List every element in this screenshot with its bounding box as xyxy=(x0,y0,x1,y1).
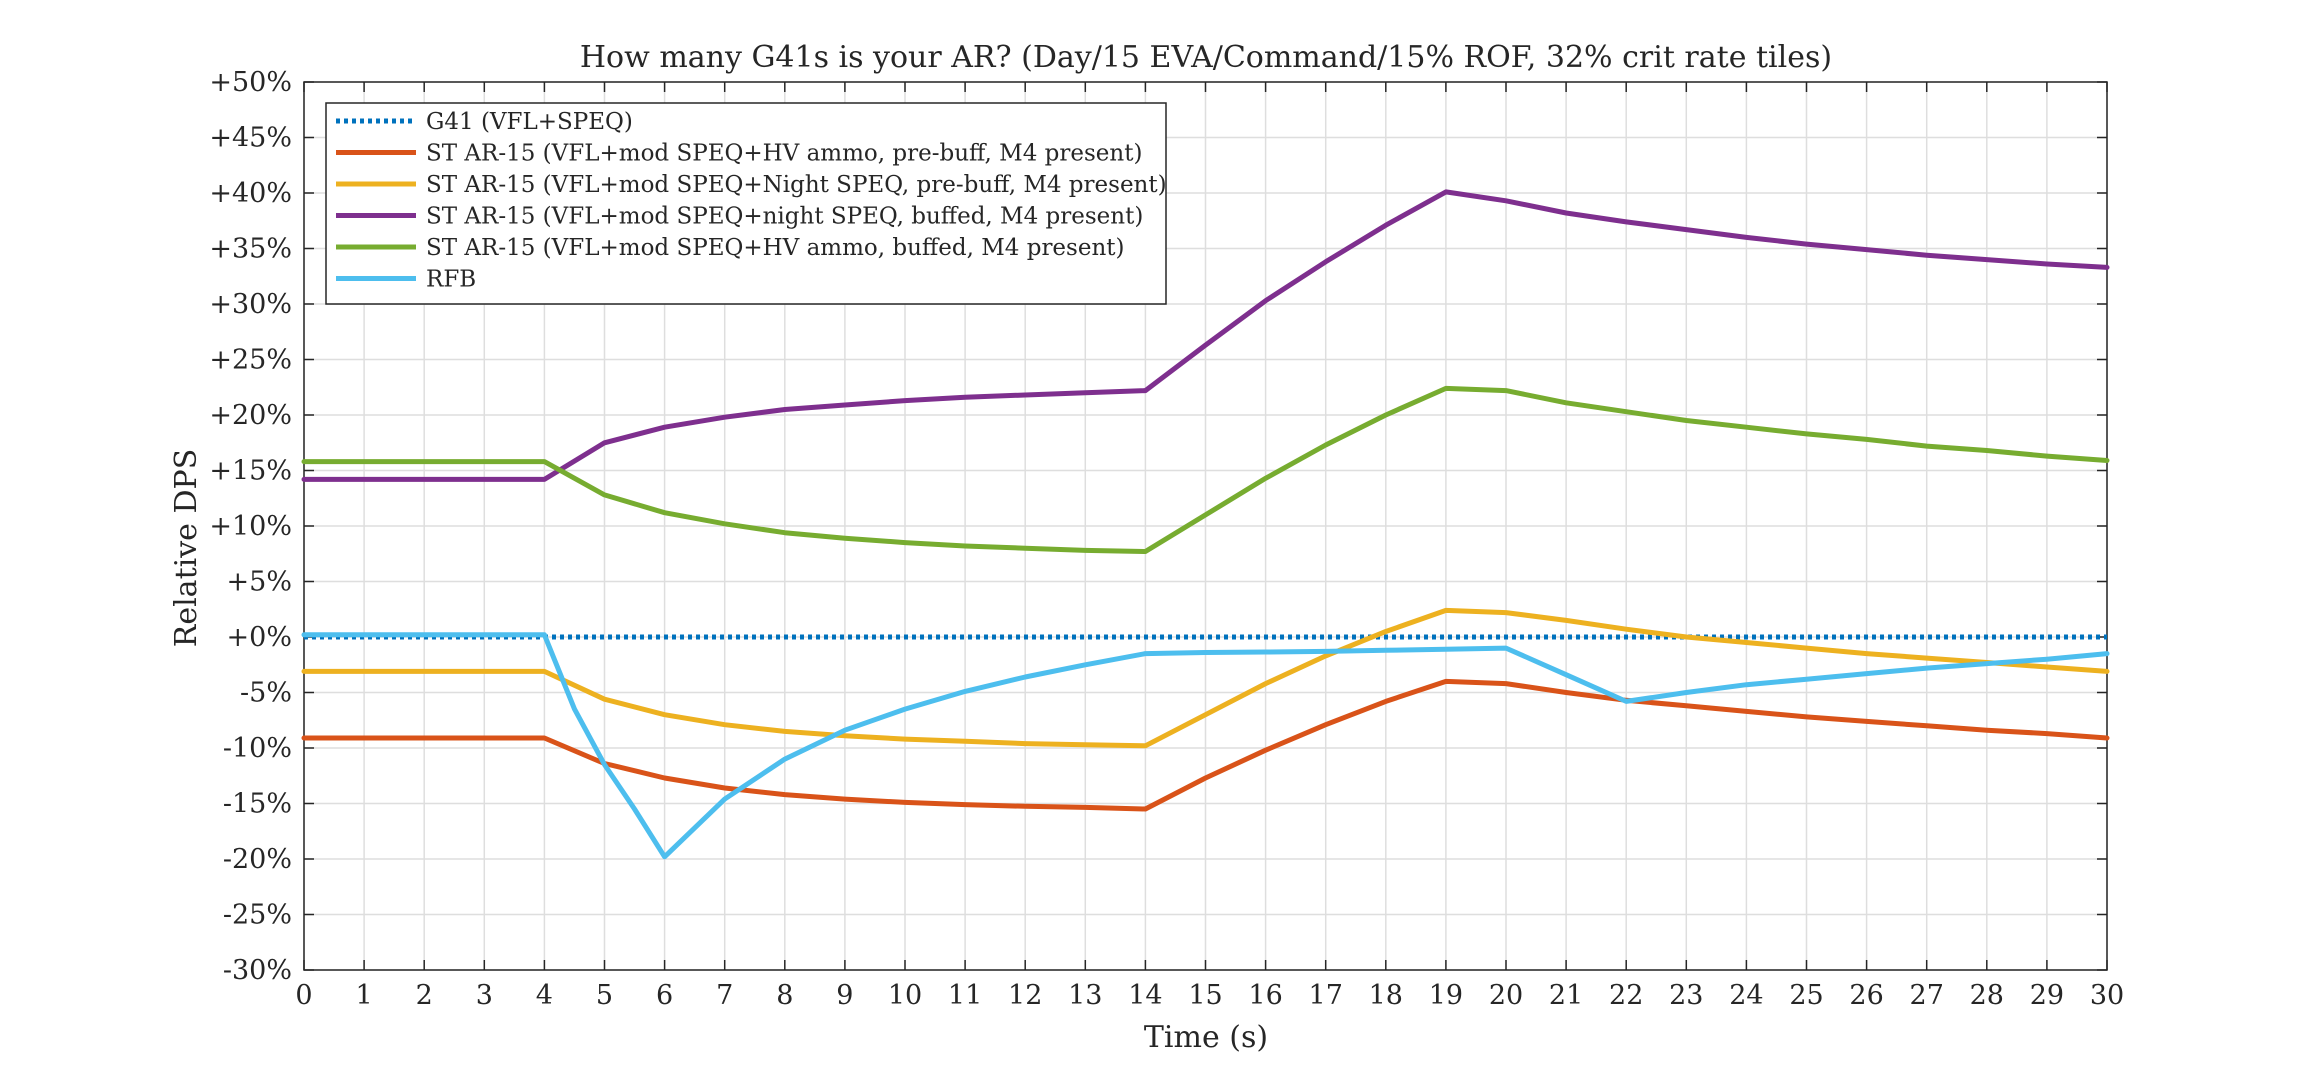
series-line-st-ar-15-vfl-mod-speq-night-speq-buffed-m4-present xyxy=(301,189,2110,482)
x-tick-label: 0 xyxy=(295,980,312,1011)
x-tick-label: 23 xyxy=(1669,980,1703,1011)
x-tick-label: 24 xyxy=(1729,980,1763,1011)
x-tick-label: 1 xyxy=(356,980,373,1011)
x-tick-label: 22 xyxy=(1609,980,1643,1011)
x-tick-label: 20 xyxy=(1489,980,1523,1011)
legend-entry-label: G41 (VFL+SPEQ) xyxy=(426,109,633,135)
y-tick-label: -10% xyxy=(223,733,292,764)
y-tick-label: +0% xyxy=(227,622,292,653)
x-tick-label: 2 xyxy=(416,980,433,1011)
legend-entry-label: RFB xyxy=(426,267,476,293)
y-tick-label: -15% xyxy=(223,789,292,820)
x-tick-label: 17 xyxy=(1309,980,1343,1011)
x-tick-label: 19 xyxy=(1429,980,1463,1011)
series-lines xyxy=(301,189,2110,860)
x-tick-label: 4 xyxy=(536,980,553,1011)
x-tick-labels: 0 1 2 3 4 5 6 7 8 9 10 11 12 13 14 15 16 17 18 19 20 21 22 23 24… xyxy=(295,980,2124,1011)
x-tick-label: 12 xyxy=(1008,980,1042,1011)
x-tick-label: 6 xyxy=(656,980,673,1011)
legend-entry-label: ST AR-15 (VFL+mod SPEQ+night SPEQ, buffe… xyxy=(426,204,1143,230)
x-tick-label: 13 xyxy=(1068,980,1102,1011)
legend-box xyxy=(325,102,1167,305)
x-tick-label: 16 xyxy=(1248,980,1282,1011)
x-tick-label: 26 xyxy=(1849,980,1883,1011)
x-tick-label: 25 xyxy=(1789,980,1823,1011)
legend-entry-label: ST AR-15 (VFL+mod SPEQ+HV ammo, pre-buff… xyxy=(426,141,1142,167)
legend: G41 (VFL+SPEQ) ST AR-15 (VFL+mod SPEQ+HV … xyxy=(325,102,1167,305)
x-tick-label: 27 xyxy=(1910,980,1944,1011)
x-tick-label: 9 xyxy=(836,980,853,1011)
x-tick-label: 11 xyxy=(948,980,982,1011)
x-tick-label: 30 xyxy=(2090,980,2124,1011)
x-tick-label: 8 xyxy=(776,980,793,1011)
y-tick-label: +50% xyxy=(209,67,292,98)
y-tick-label: +40% xyxy=(209,178,292,209)
x-tick-label: 28 xyxy=(1970,980,2004,1011)
y-tick-label: +30% xyxy=(209,289,292,320)
x-tick-label: 10 xyxy=(888,980,922,1011)
legend-entry-label: ST AR-15 (VFL+mod SPEQ+Night SPEQ, pre-b… xyxy=(426,172,1167,198)
x-tick-label: 29 xyxy=(2030,980,2064,1011)
series-line-st-ar-15-vfl-mod-speq-night-speq-pre-buff-m4-present xyxy=(301,607,2110,749)
y-tick-labels: -30% -25% -20% -15% -10% -5% +0% +5% +10% +15% +20… xyxy=(209,67,292,986)
x-tick-label: 15 xyxy=(1188,980,1222,1011)
x-tick-label: 18 xyxy=(1369,980,1403,1011)
series-line-st-ar-15-vfl-mod-speq-hv-ammo-pre-buff-m4-present xyxy=(301,678,2110,812)
tick-marks xyxy=(303,81,2108,971)
y-tick-label: +45% xyxy=(209,123,292,154)
y-tick-label: +10% xyxy=(209,511,292,542)
x-axis-label: Time (s) xyxy=(1144,1020,1268,1055)
x-tick-label: 7 xyxy=(716,980,733,1011)
series-line-rfb xyxy=(301,632,2110,860)
x-tick-label: 3 xyxy=(476,980,493,1011)
y-tick-label: -30% xyxy=(223,955,292,986)
y-tick-label: +25% xyxy=(209,345,292,376)
y-tick-label: -20% xyxy=(223,844,292,875)
y-tick-label: +5% xyxy=(227,567,292,598)
x-tick-label: 5 xyxy=(596,980,613,1011)
y-tick-label: -25% xyxy=(223,900,292,931)
x-tick-label: 21 xyxy=(1549,980,1583,1011)
y-axis-label: Relative DPS xyxy=(169,449,204,648)
y-tick-label: +15% xyxy=(209,456,292,487)
y-tick-label: -5% xyxy=(240,678,292,709)
x-tick-label: 14 xyxy=(1128,980,1162,1011)
y-tick-label: +35% xyxy=(209,234,292,265)
y-tick-label: +20% xyxy=(209,400,292,431)
series-line-st-ar-15-vfl-mod-speq-hv-ammo-buffed-m4-present xyxy=(301,385,2110,554)
chart-title: How many G41s is your AR? (Day/15 EVA/Co… xyxy=(580,40,1832,75)
legend-entry-label: ST AR-15 (VFL+mod SPEQ+HV ammo, buffed, … xyxy=(426,235,1125,261)
